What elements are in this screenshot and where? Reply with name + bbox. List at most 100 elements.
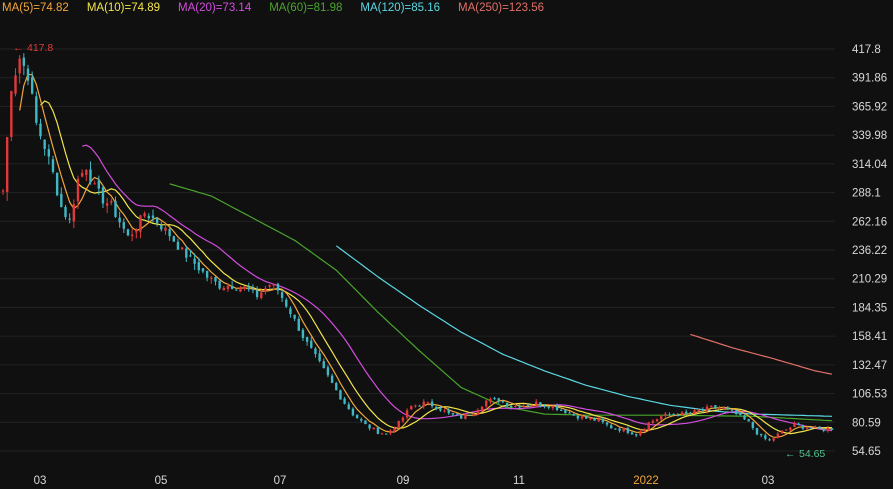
candle-body: [314, 348, 317, 354]
ma20-line: [82, 144, 833, 432]
candle-body: [214, 277, 217, 282]
candle-body: [705, 406, 709, 411]
low-annotation-arrow: ←: [785, 448, 796, 460]
candle-body: [60, 193, 63, 208]
ma-legend: MA(5)=74.82 MA(10)=74.89 MA(20)=73.14 MA(60…: [2, 2, 562, 16]
candle-body: [435, 406, 438, 409]
candle-body: [722, 407, 725, 410]
candle-body: [368, 424, 371, 429]
annotations: 417.8 ← 54.65 ←: [13, 42, 825, 460]
candle-body: [22, 57, 26, 66]
candle-body: [497, 398, 500, 402]
legend-ma20: MA(20)=73.14: [178, 2, 252, 14]
candle-body: [605, 422, 609, 425]
candle-body: [560, 409, 563, 411]
candle-body: [647, 422, 650, 430]
candle-body: [89, 169, 92, 183]
candle-body: [814, 426, 817, 428]
candle-body: [39, 123, 42, 137]
candle-body: [797, 423, 800, 425]
candle-body: [618, 428, 621, 431]
candle-body: [768, 439, 771, 441]
candle-body: [410, 405, 413, 410]
candle-body: [589, 418, 592, 420]
candle-body: [809, 427, 813, 429]
candle-body: [643, 428, 646, 431]
candle-body: [472, 413, 475, 416]
candle-body: [489, 398, 492, 402]
candle-body: [676, 415, 680, 417]
candle-body: [405, 410, 409, 418]
candle-body: [426, 402, 430, 404]
candle-body: [714, 405, 717, 409]
candle-body: [485, 400, 488, 407]
candle-body: [734, 410, 738, 414]
candle-body: [218, 280, 221, 289]
candle-body: [197, 262, 200, 271]
y-tick-label: 184.35: [852, 302, 887, 314]
candle-body: [801, 425, 805, 429]
ma60-line: [169, 183, 833, 422]
candle-body: [222, 287, 225, 291]
candle-body: [14, 75, 17, 94]
candle-body: [226, 286, 230, 289]
candle-body: [701, 409, 705, 411]
candle-body: [122, 222, 126, 229]
candle-body: [518, 405, 521, 408]
candle-body: [289, 308, 292, 315]
candle-body: [789, 427, 792, 431]
candle-body: [172, 236, 175, 242]
candle-body: [547, 406, 550, 408]
candle-body: [160, 225, 163, 230]
candle-body: [772, 438, 775, 441]
candle-body: [64, 206, 67, 218]
candle-body: [51, 159, 55, 173]
candle-body: [285, 299, 288, 307]
candle-body: [747, 419, 750, 422]
ma10-line: [40, 100, 833, 435]
candle-body: [555, 405, 559, 411]
candle-body: [718, 408, 721, 410]
candle-body: [805, 427, 809, 429]
candle-body: [347, 404, 350, 410]
candle-body: [193, 258, 196, 264]
candle-body: [585, 416, 588, 419]
candle-body: [522, 405, 525, 407]
candle-body: [780, 430, 784, 434]
y-tick-label: 339.98: [852, 130, 887, 142]
x-tick-label: 03: [762, 475, 775, 487]
x-tick-label: 03: [34, 475, 47, 487]
candle-body: [351, 408, 355, 416]
candle-body: [318, 353, 321, 361]
x-tick-label: 2022: [633, 475, 659, 487]
y-tick-label: 417.8: [852, 44, 881, 56]
candle-body: [230, 285, 234, 289]
legend-ma5: MA(5)=74.82: [2, 2, 69, 14]
candle-body: [247, 287, 250, 290]
legend-ma120: MA(120)=85.16: [360, 2, 441, 14]
candle-body: [422, 401, 425, 407]
x-tick-label: 11: [513, 475, 525, 487]
candle-body: [672, 414, 675, 416]
candle-body: [818, 426, 821, 429]
candle-body: [97, 180, 101, 189]
candle-body: [697, 409, 700, 411]
candle-body: [118, 217, 121, 223]
candle-body: [610, 425, 613, 429]
candle-body: [597, 418, 600, 422]
candle-body: [651, 420, 655, 423]
moving-averages: [19, 73, 833, 438]
candle-body: [514, 406, 517, 408]
candle-body: [114, 200, 117, 217]
candle-body: [330, 375, 334, 383]
candle-body: [335, 382, 338, 391]
candle-body: [464, 414, 467, 419]
candle-body: [72, 204, 76, 222]
x-tick-label: 07: [274, 475, 287, 487]
candle-body: [272, 284, 275, 286]
candle-body: [376, 427, 380, 434]
candle-body: [709, 405, 713, 408]
candle-body: [155, 217, 159, 224]
legend-ma60: MA(60)=81.98: [269, 2, 343, 14]
candle-body: [684, 411, 688, 414]
